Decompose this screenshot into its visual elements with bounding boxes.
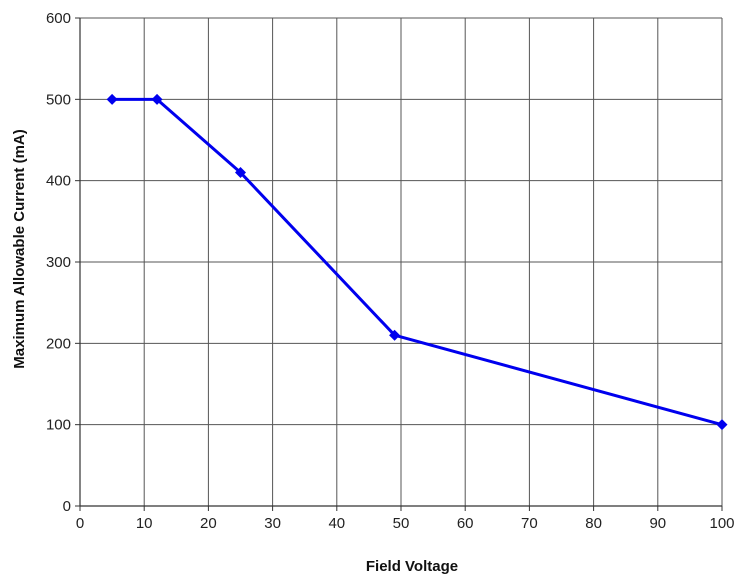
y-tick-label: 0 — [63, 498, 71, 515]
x-tick-label: 60 — [457, 515, 474, 532]
x-tick-label: 70 — [521, 515, 538, 532]
x-axis-ticks: 0 10 20 30 40 50 60 70 80 90 100 — [76, 506, 735, 532]
x-tick-label: 30 — [264, 515, 281, 532]
x-tick-label: 80 — [585, 515, 602, 532]
y-tick-label: 200 — [46, 335, 71, 352]
data-point-diamond — [235, 167, 246, 179]
data-series — [106, 93, 728, 431]
grid-lines — [80, 17, 723, 506]
data-point-diamond — [389, 329, 401, 341]
y-tick-label: 100 — [46, 417, 71, 434]
y-tick-label: 400 — [46, 173, 71, 190]
data-point-diamond — [151, 93, 163, 105]
y-axis-label: Maximum Allowable Current (mA) — [11, 129, 28, 368]
y-tick-label: 300 — [46, 254, 71, 271]
x-tick-label: 20 — [200, 515, 217, 532]
x-tick-label: 40 — [328, 515, 345, 532]
x-tick-label: 10 — [136, 515, 153, 532]
x-tick-label: 90 — [649, 515, 666, 532]
x-tick-label: 0 — [76, 515, 84, 532]
x-axis-label: Field Voltage — [366, 558, 458, 575]
y-tick-label: 600 — [46, 10, 71, 27]
x-tick-label: 50 — [393, 515, 410, 532]
data-point-diamond — [716, 419, 728, 431]
x-tick-label: 100 — [709, 515, 734, 532]
y-axis-ticks: 0 100 200 300 400 500 600 — [46, 10, 80, 515]
y-tick-label: 500 — [46, 91, 71, 108]
data-point-diamond — [106, 93, 118, 105]
